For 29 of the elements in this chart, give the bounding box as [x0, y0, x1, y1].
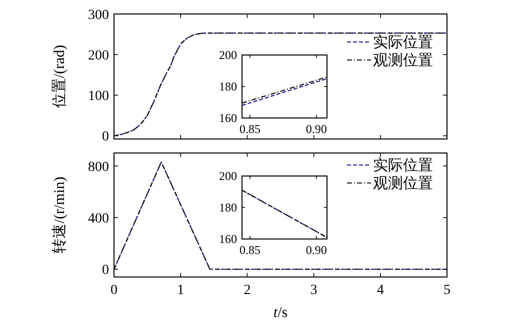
legend-label: 实际位置 — [373, 34, 433, 51]
x-axis-title: t/s — [273, 305, 288, 321]
y-tick-label: 160 — [219, 232, 237, 246]
y-tick-label: 0 — [102, 263, 109, 278]
legend-label: 观测位置 — [373, 175, 433, 192]
x-tick-label: 1 — [177, 283, 184, 298]
line-series — [113, 32, 448, 136]
x-tick-label: 0.85 — [239, 122, 260, 136]
x-tick-label: 0.85 — [239, 243, 260, 257]
y-tick-label: 800 — [88, 160, 109, 175]
y-tick-label: 160 — [219, 111, 237, 126]
y-tick-label: 180 — [219, 200, 237, 215]
legend-label: 实际位置 — [373, 157, 433, 174]
y-tick-label: 400 — [88, 211, 109, 226]
x-tick-label: 5 — [444, 283, 450, 298]
x-tick-label: 4 — [376, 283, 384, 298]
x-tick-label: 0.90 — [306, 243, 327, 257]
x-tick-label: 3 — [310, 283, 318, 298]
y-axis-title: 转速/(r/min) — [51, 176, 68, 254]
y-tick-label: 200 — [219, 169, 237, 184]
legend-label: 观测位置 — [373, 52, 433, 69]
x-tick-label: 0.90 — [306, 122, 327, 136]
y-axis-title: 位置/(rad) — [51, 44, 68, 108]
y-tick-label: 200 — [88, 48, 109, 64]
y-tick-label: 100 — [88, 89, 109, 104]
y-tick-label: 300 — [88, 8, 109, 23]
y-tick-label: 200 — [219, 48, 237, 62]
y-tick-label: 180 — [219, 80, 237, 94]
x-tick-label: 2 — [244, 283, 251, 298]
